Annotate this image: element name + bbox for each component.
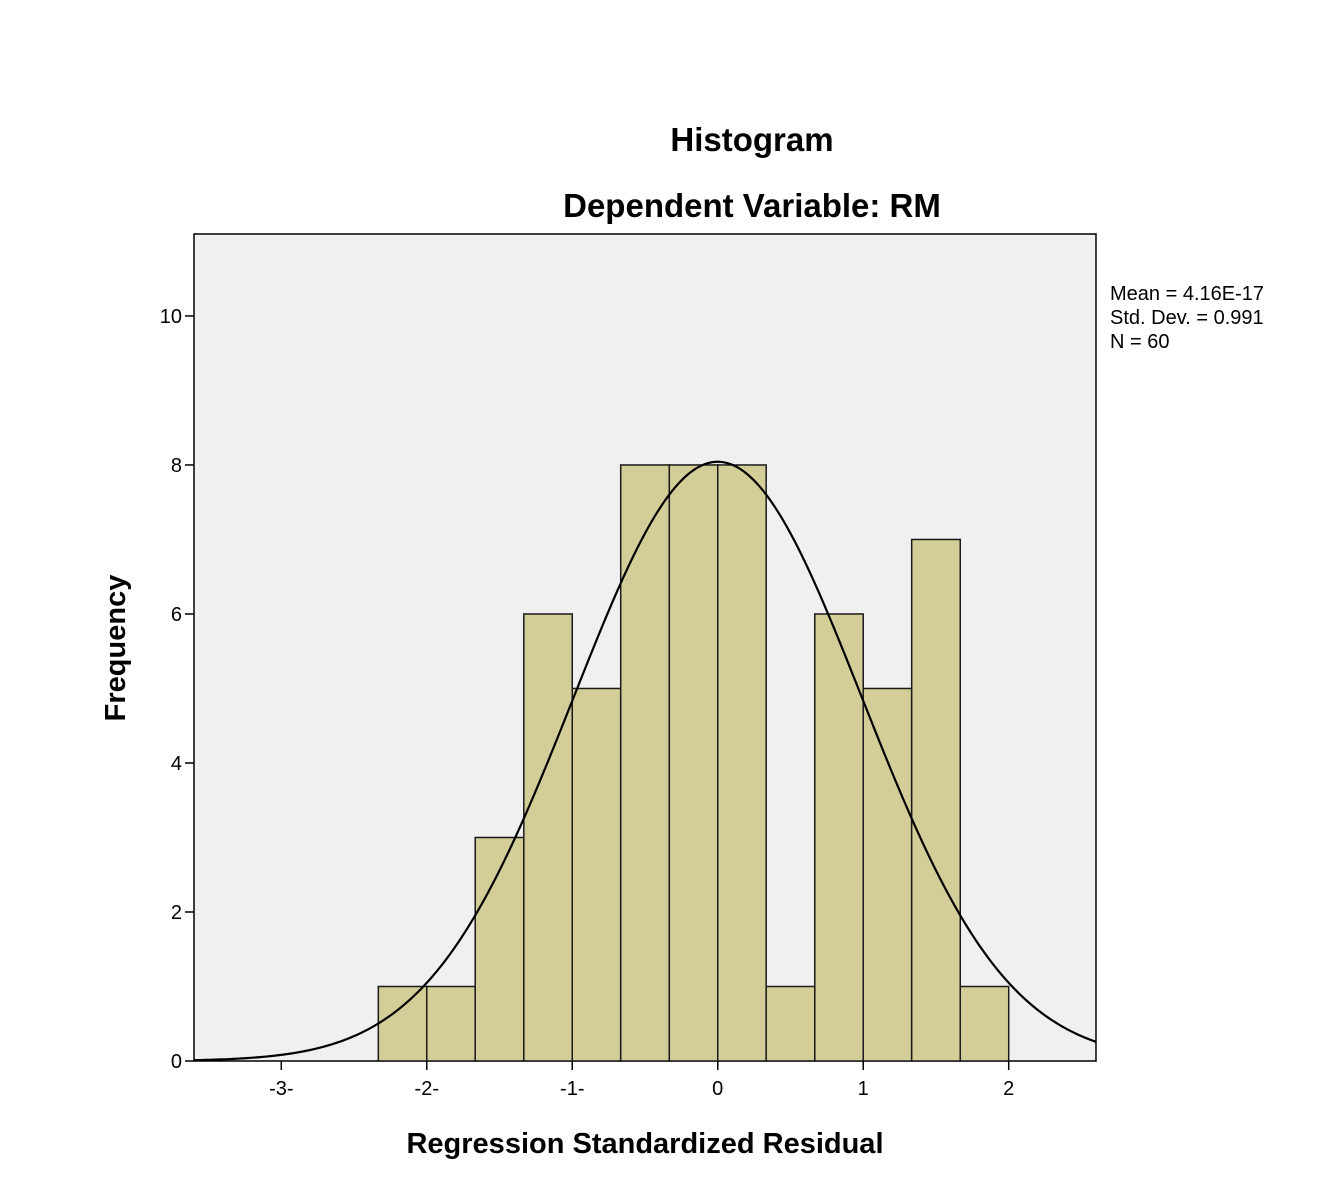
y-tick-label: 2 <box>171 902 182 924</box>
histogram-bar <box>377 985 428 1062</box>
y-tick-label: 10 <box>160 306 182 328</box>
y-tick-label: 0 <box>171 1051 182 1073</box>
x-axis-ticks: -3- -2- -1- 0 1 2 <box>269 1061 1014 1100</box>
histogram-bar <box>668 464 719 1062</box>
histogram-bar <box>523 613 574 1062</box>
x-tick-label: -1- <box>560 1078 584 1100</box>
histogram-bar <box>765 985 816 1062</box>
stats-box: Mean = 4.16E-17 Std. Dev. = 0.991 N = 60 <box>1110 283 1264 353</box>
histogram-bar <box>716 464 767 1062</box>
chart-title: Histogram <box>670 121 833 158</box>
y-tick-label: 6 <box>171 604 182 626</box>
histogram-bar <box>959 985 1010 1062</box>
x-tick-label: 1 <box>858 1078 869 1100</box>
x-tick-label: -2- <box>415 1078 439 1100</box>
y-tick-label: 8 <box>171 455 182 477</box>
x-tick-label: 2 <box>1003 1078 1014 1100</box>
histogram-bar <box>571 687 622 1062</box>
y-axis-ticks: 0 2 4 6 8 10 <box>160 306 194 1073</box>
histogram-bar <box>910 538 962 1062</box>
histogram-bar <box>862 687 913 1062</box>
histogram-bar <box>619 464 671 1062</box>
x-tick-label: 0 <box>712 1078 723 1100</box>
normal-curve <box>193 460 1097 1062</box>
x-tick-label: -3- <box>269 1078 293 1100</box>
x-axis-label: Regression Standardized Residual <box>406 1128 883 1160</box>
chart-subtitle: Dependent Variable: RM <box>563 187 941 224</box>
stats-std-dev: Std. Dev. = 0.991 <box>1110 307 1264 329</box>
y-axis-label: Frequency <box>100 575 132 722</box>
stats-mean: Mean = 4.16E-17 <box>1110 283 1264 305</box>
stats-n: N = 60 <box>1110 331 1169 353</box>
y-tick-label: 4 <box>171 753 182 775</box>
histogram-bar <box>426 985 476 1062</box>
